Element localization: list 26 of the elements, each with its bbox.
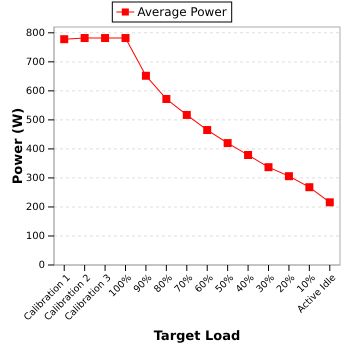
legend-label: Average Power [137,5,227,19]
x-axis-title: Target Load [154,329,240,344]
point [284,172,293,180]
y-tick-label: 200 [26,202,45,214]
point [244,151,252,159]
point [60,35,68,44]
point [142,72,150,80]
point [162,94,170,103]
point [264,163,272,172]
point [326,198,334,206]
y-tick-label: 500 [26,115,45,126]
point [182,110,191,119]
point [80,34,89,42]
y-tick-label: 100 [26,231,45,242]
point [203,126,212,134]
y-tick-label: 800 [26,28,45,40]
y-tick-label: 400 [26,144,45,156]
y-axis-title: Power (W) [11,108,26,184]
y-tick-label: 700 [26,57,45,68]
y-tick-label: 300 [26,173,45,184]
y-tick-label: 600 [26,86,45,98]
point [122,34,130,42]
y-tick-label: 0 [38,260,45,272]
point [224,139,232,148]
point [305,183,314,192]
point [101,34,110,42]
